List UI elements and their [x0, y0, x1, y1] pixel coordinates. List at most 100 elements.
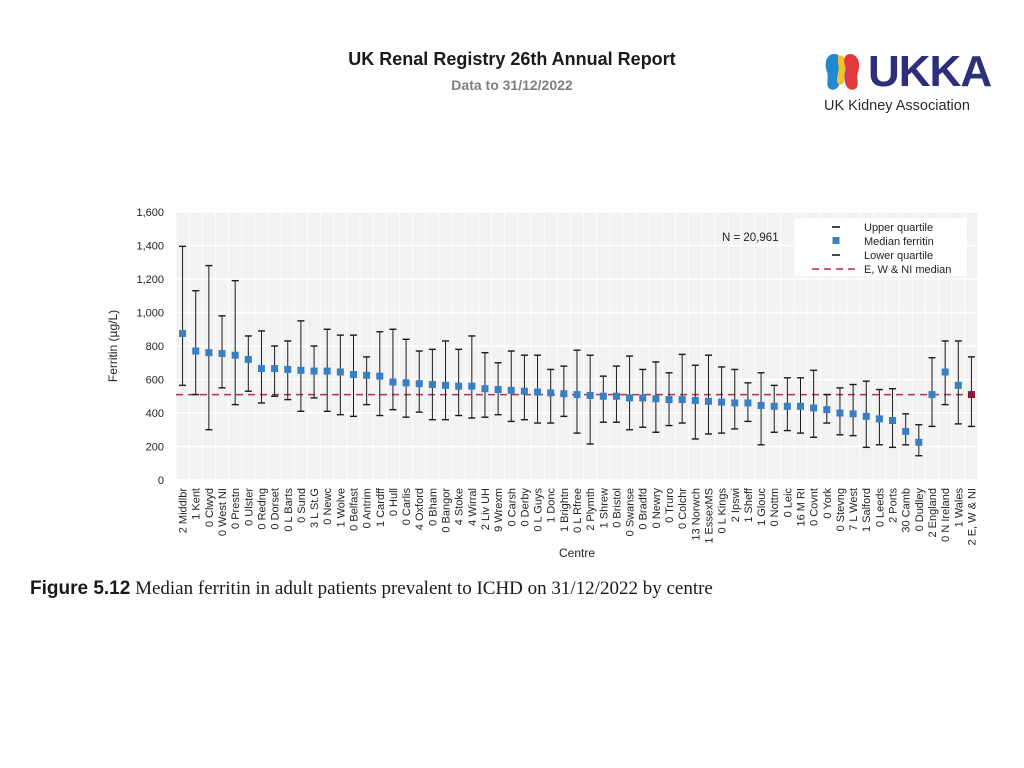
x-tick-label: 2 Ports: [888, 488, 900, 523]
x-tick-label: 1 Sheff: [743, 487, 755, 523]
x-tick-label: 0 Ulster: [243, 488, 255, 526]
median-marker: [310, 367, 318, 375]
median-marker: [836, 409, 844, 417]
x-tick-label: 0 Bristol: [611, 488, 623, 528]
legend-median-label: Median ferritin: [864, 236, 934, 248]
median-marker: [442, 381, 450, 389]
median-marker: [731, 399, 739, 407]
median-marker: [599, 392, 607, 400]
x-tick-label: 0 Bradfd: [638, 488, 650, 530]
x-tick-label: 1 Brightn: [559, 488, 571, 532]
y-axis-label: Ferritin (µg/L): [106, 310, 120, 382]
x-axis-label: Centre: [559, 546, 595, 560]
x-tick-label: 1 Wales: [953, 488, 965, 528]
x-tick-label: 0 Leeds: [874, 488, 886, 528]
median-marker: [455, 382, 463, 390]
kidney-logo-icon: [825, 54, 860, 90]
median-marker: [507, 386, 515, 394]
x-tick-label: 0 L Kings: [717, 488, 729, 534]
x-tick-label: 2 E, W & NI: [966, 488, 978, 545]
x-tick-label: 0 York: [822, 488, 834, 519]
median-marker: [271, 365, 279, 373]
x-tick-label: 0 Truro: [664, 488, 676, 523]
median-marker: [573, 391, 581, 399]
median-marker: [284, 365, 292, 373]
x-tick-label: 0 Carlis: [401, 488, 413, 526]
y-tick-label: 200: [146, 442, 164, 454]
x-tick-label: 0 L Rfree: [572, 488, 584, 533]
median-marker: [915, 438, 923, 446]
y-tick-label: 1,600: [136, 207, 164, 219]
median-marker: [481, 385, 489, 393]
x-tick-label: 3 L St.G: [309, 488, 321, 528]
x-tick-label: 0 L Guys: [533, 488, 545, 532]
median-marker: [323, 367, 331, 375]
x-tick-label: 1 Shrew: [598, 488, 610, 528]
median-marker: [494, 386, 502, 394]
median-marker: [586, 391, 594, 399]
x-tick-label: 4 Oxford: [414, 488, 426, 530]
median-marker: [783, 402, 791, 410]
median-marker: [941, 368, 949, 376]
x-tick-label: 2 Ipswi: [730, 488, 742, 522]
legend-box: [795, 218, 967, 276]
median-marker: [704, 397, 712, 405]
median-marker: [297, 366, 305, 374]
x-tick-label: 0 Stevng: [835, 488, 847, 531]
median-marker: [363, 371, 371, 379]
legend-lower-quartile-label: Lower quartile: [864, 250, 933, 262]
x-tick-label: 1 Kent: [191, 488, 203, 520]
median-marker: [665, 396, 673, 404]
x-tick-label: 0 Sund: [296, 488, 308, 523]
median-marker: [626, 394, 634, 402]
x-tick-label: 0 Swanse: [625, 488, 637, 536]
median-marker: [810, 404, 818, 412]
median-marker: [257, 365, 265, 373]
x-tick-label: 1 Salford: [861, 488, 873, 532]
y-tick-label: 800: [146, 341, 164, 353]
median-marker: [691, 396, 699, 404]
median-marker: [954, 381, 962, 389]
legend-reference-label: E, W & NI median: [864, 264, 951, 276]
x-tick-label: 30 Camb: [901, 488, 913, 533]
y-tick-label: 1,000: [136, 308, 164, 320]
median-marker: [823, 406, 831, 414]
median-marker: [612, 392, 620, 400]
n-annotation: N = 20,961: [722, 232, 779, 244]
x-tick-label: 13 Norwch: [690, 488, 702, 541]
y-tick-label: 600: [146, 375, 164, 387]
legend-upper-quartile-label: Upper quartile: [864, 222, 933, 234]
median-marker: [534, 388, 542, 396]
median-marker: [205, 349, 213, 357]
x-tick-label: 0 Bangor: [441, 488, 453, 533]
median-marker: [244, 355, 252, 363]
median-marker: [770, 402, 778, 410]
y-tick-label: 400: [146, 408, 164, 420]
median-marker: [928, 391, 936, 399]
median-marker: [862, 412, 870, 420]
x-tick-label: 0 Colchr: [677, 488, 689, 529]
median-marker: [336, 368, 344, 376]
x-tick-label: 4 Wirral: [467, 488, 479, 526]
x-tick-label: 4 Stoke: [454, 488, 466, 525]
x-tick-label: 2 Plymth: [585, 488, 597, 531]
x-tick-label: 0 Redng: [256, 488, 268, 530]
x-tick-label: 7 L West: [848, 488, 860, 531]
x-tick-label: 0 Carsh: [506, 488, 518, 527]
median-marker: [718, 398, 726, 406]
x-tick-label: 1 Wolve: [335, 488, 347, 528]
median-marker: [520, 387, 528, 395]
x-tick-label: 0 Bham: [427, 488, 439, 526]
median-marker: [415, 380, 423, 388]
median-marker: [652, 395, 660, 403]
x-tick-label: 0 West NI: [217, 488, 229, 536]
x-tick-label: 0 Hull: [388, 488, 400, 516]
x-tick-label: 0 Belfast: [348, 488, 360, 531]
x-tick-label: 0 N Ireland: [940, 488, 952, 542]
median-marker: [967, 391, 975, 399]
figure-number: Figure 5.12: [30, 578, 131, 599]
median-marker: [560, 390, 568, 398]
median-marker: [678, 396, 686, 404]
x-tick-label: 2 Liv UH: [480, 488, 492, 530]
y-tick-label: 1,200: [136, 274, 164, 286]
